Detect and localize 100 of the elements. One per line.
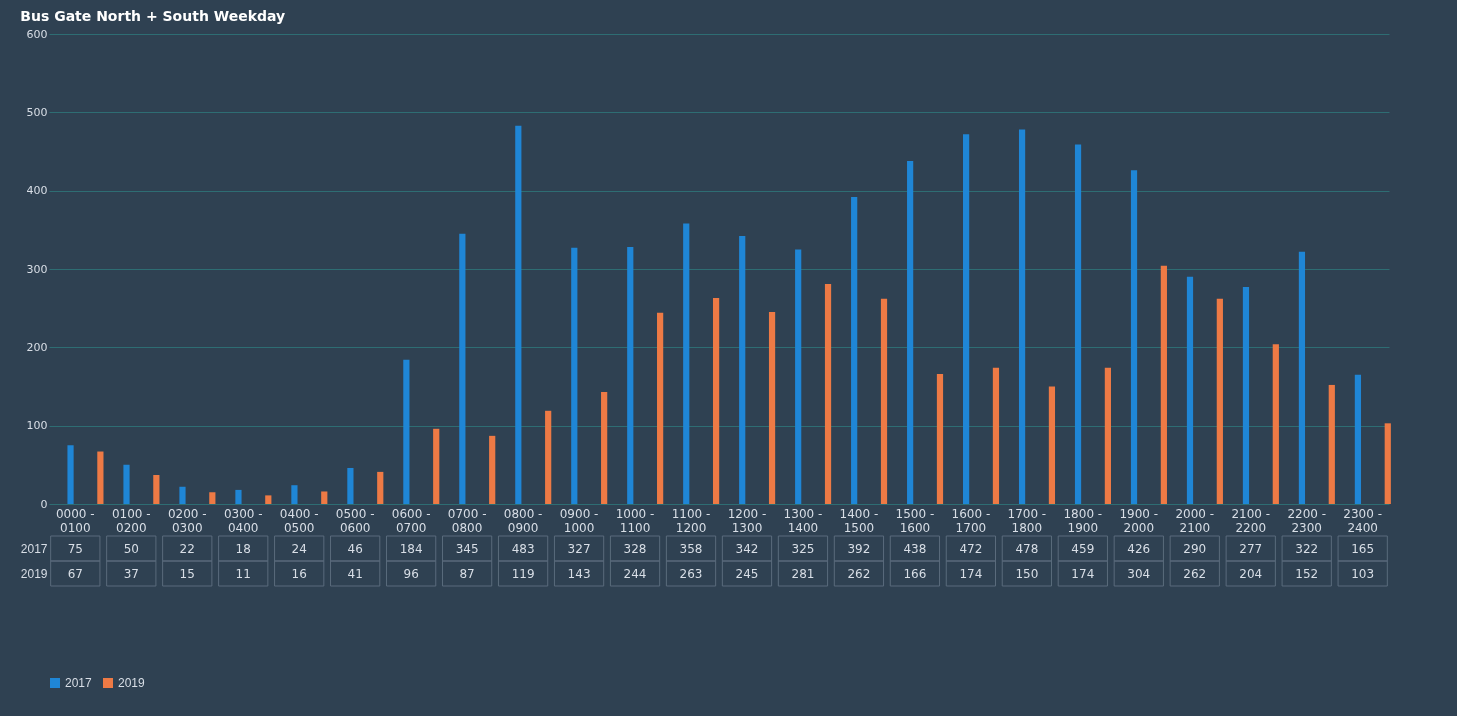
bar bbox=[824, 283, 832, 504]
data-label: 50 bbox=[123, 541, 139, 556]
data-label: 152 bbox=[1295, 566, 1319, 581]
data-label: 22 bbox=[179, 541, 195, 556]
bar bbox=[433, 428, 440, 504]
y-tick-label: 400 bbox=[26, 184, 48, 198]
x-tick-label: 2100 - 2200 bbox=[1231, 506, 1271, 535]
data-label: 103 bbox=[1351, 566, 1375, 581]
x-tick-label: 0400 - 0500 bbox=[279, 506, 319, 535]
bar bbox=[1272, 344, 1279, 504]
y-tick-label: 100 bbox=[26, 419, 48, 433]
x-tick-label: 0500 - 0600 bbox=[335, 506, 375, 535]
bar bbox=[545, 410, 552, 504]
bar bbox=[153, 475, 160, 504]
data-label: 342 bbox=[735, 541, 759, 556]
bar bbox=[179, 486, 186, 504]
data-label: 41 bbox=[347, 566, 363, 581]
data-label: 345 bbox=[455, 541, 479, 556]
y-tick-label: 200 bbox=[26, 340, 48, 354]
x-tick-label: 2000 - 2100 bbox=[1175, 506, 1215, 535]
bar bbox=[123, 464, 130, 504]
data-label: 174 bbox=[959, 566, 983, 581]
data-label: 358 bbox=[679, 541, 703, 556]
x-tick-label: 1600 - 1700 bbox=[951, 506, 991, 535]
bar bbox=[403, 359, 410, 504]
data-label: 262 bbox=[1183, 566, 1207, 581]
bar bbox=[963, 134, 970, 504]
y-tick-label: 0 bbox=[40, 497, 48, 511]
bar bbox=[489, 435, 496, 504]
chart-title: Bus Gate North + South Weekday bbox=[20, 8, 286, 24]
data-label: 37 bbox=[123, 566, 139, 581]
data-label: 392 bbox=[847, 541, 871, 556]
bar bbox=[321, 491, 328, 504]
data-label: 304 bbox=[1127, 566, 1151, 581]
data-label: 165 bbox=[1351, 541, 1375, 556]
bar bbox=[683, 223, 690, 504]
x-tick-label: 0900 - 1000 bbox=[559, 506, 599, 535]
bar bbox=[1104, 367, 1112, 504]
x-tick-label: 0700 - 0800 bbox=[447, 506, 487, 535]
bar bbox=[515, 125, 522, 504]
data-label: 184 bbox=[399, 541, 423, 556]
bar bbox=[459, 233, 466, 504]
legend-label: 2017 bbox=[65, 676, 93, 690]
data-label: 143 bbox=[567, 566, 591, 581]
data-label: 438 bbox=[903, 541, 927, 556]
x-tick-label: 0600 - 0700 bbox=[391, 506, 431, 535]
x-tick-label: 0200 - 0300 bbox=[167, 506, 207, 535]
text: 2019 bbox=[20, 566, 48, 581]
x-tick-label: 1200 - 1300 bbox=[727, 506, 767, 535]
data-label: 281 bbox=[791, 566, 815, 581]
bar bbox=[992, 367, 1000, 504]
data-label: 46 bbox=[347, 541, 363, 556]
bar bbox=[712, 297, 720, 504]
x-tick-label: 1700 - 1800 bbox=[1007, 506, 1047, 535]
x-tick-label: 1100 - 1200 bbox=[671, 506, 711, 535]
bar bbox=[1018, 129, 1026, 504]
data-label: 174 bbox=[1071, 566, 1095, 581]
x-tick-label: 0300 - 0400 bbox=[223, 506, 263, 535]
bar bbox=[739, 236, 746, 504]
legend-label: 2019 bbox=[118, 676, 146, 690]
bar bbox=[347, 467, 354, 504]
bar bbox=[1048, 386, 1056, 504]
data-label: 262 bbox=[847, 566, 871, 581]
bar bbox=[601, 391, 608, 504]
x-tick-label: 1800 - 1900 bbox=[1063, 506, 1103, 535]
bar bbox=[1160, 265, 1167, 504]
x-tick-label: 2300 - 2400 bbox=[1343, 506, 1383, 535]
data-label: 119 bbox=[511, 566, 535, 581]
bar bbox=[235, 489, 242, 504]
bar bbox=[1130, 170, 1138, 504]
data-label: 459 bbox=[1071, 541, 1095, 556]
x-tick-label: 1900 - 2000 bbox=[1119, 506, 1159, 535]
bar bbox=[265, 495, 272, 504]
bar bbox=[1354, 374, 1362, 504]
data-label: 244 bbox=[623, 566, 647, 581]
bar bbox=[1384, 423, 1391, 504]
data-label: 15 bbox=[179, 566, 195, 581]
data-label: 483 bbox=[511, 541, 535, 556]
data-label: 75 bbox=[67, 541, 83, 556]
data-label: 166 bbox=[903, 566, 927, 581]
x-tick-label: 1000 - 1100 bbox=[615, 506, 655, 535]
data-label: 67 bbox=[67, 566, 83, 581]
bar bbox=[880, 298, 888, 504]
x-tick-label: 0000 - 0100 bbox=[55, 506, 95, 535]
data-label: 325 bbox=[791, 541, 815, 556]
bar bbox=[67, 445, 74, 504]
y-tick-label: 600 bbox=[26, 27, 48, 41]
bar bbox=[1298, 251, 1306, 504]
x-tick-label: 1300 - 1400 bbox=[783, 506, 823, 535]
data-label: 277 bbox=[1239, 541, 1263, 556]
x-tick-label: 2200 - 2300 bbox=[1287, 506, 1327, 535]
bar bbox=[1328, 384, 1335, 504]
bar bbox=[377, 471, 384, 504]
data-label: 150 bbox=[1015, 566, 1039, 581]
x-tick-label: 0800 - 0900 bbox=[503, 506, 543, 535]
bar bbox=[291, 485, 298, 504]
x-tick-label: 1500 - 1600 bbox=[895, 506, 935, 535]
bar bbox=[209, 492, 216, 504]
data-label: 18 bbox=[235, 541, 251, 556]
data-label: 263 bbox=[679, 566, 703, 581]
